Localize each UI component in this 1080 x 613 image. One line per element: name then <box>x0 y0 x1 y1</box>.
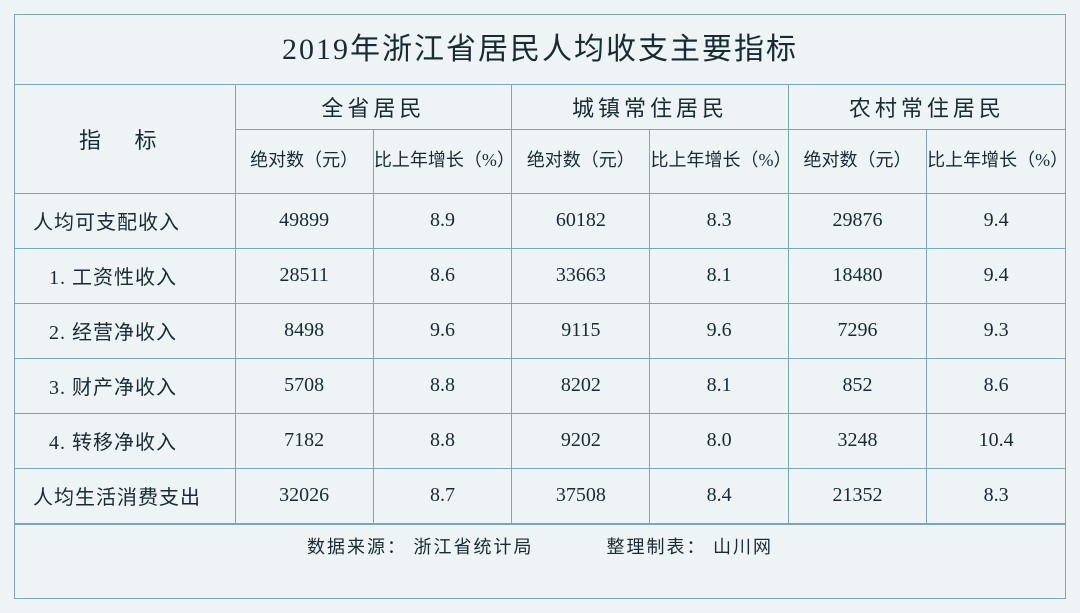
table-row: 人均生活消费支出320268.7375088.4213528.3 <box>15 468 1065 523</box>
cell-value: 7296 <box>788 303 926 358</box>
cell-value: 49899 <box>235 193 373 248</box>
cell-value: 8498 <box>235 303 373 358</box>
header-group-rural: 农村常住居民 <box>788 85 1065 129</box>
cell-value: 8.4 <box>650 468 788 523</box>
cell-value: 33663 <box>512 248 650 303</box>
cell-value: 3248 <box>788 413 926 468</box>
cell-value: 8.1 <box>650 248 788 303</box>
row-label: 1. 工资性收入 <box>15 248 235 303</box>
cell-value: 60182 <box>512 193 650 248</box>
cell-value: 29876 <box>788 193 926 248</box>
cell-value: 8.9 <box>373 193 511 248</box>
cell-value: 21352 <box>788 468 926 523</box>
cell-value: 9.4 <box>927 193 1065 248</box>
footer-source-value: 浙江省统计局 <box>414 537 534 557</box>
cell-value: 8.7 <box>373 468 511 523</box>
cell-value: 9202 <box>512 413 650 468</box>
cell-value: 10.4 <box>927 413 1065 468</box>
header-sub-growth: 比上年增长（%） <box>927 129 1065 193</box>
cell-value: 8.3 <box>927 468 1065 523</box>
cell-value: 8.8 <box>373 413 511 468</box>
table-row: 4. 转移净收入71828.892028.0324810.4 <box>15 413 1065 468</box>
footer-source-label: 数据来源： <box>307 537 407 557</box>
header-sub-abs: 绝对数（元） <box>512 129 650 193</box>
cell-value: 5708 <box>235 358 373 413</box>
cell-value: 852 <box>788 358 926 413</box>
cell-value: 28511 <box>235 248 373 303</box>
table-row: 3. 财产净收入57088.882028.18528.6 <box>15 358 1065 413</box>
footer-compiled-value: 山川网 <box>713 537 773 557</box>
data-table: 指 标 全省居民 城镇常住居民 农村常住居民 绝对数（元） 比上年增长（%） 绝… <box>15 85 1065 524</box>
header-sub-growth: 比上年增长（%） <box>373 129 511 193</box>
header-sub-abs: 绝对数（元） <box>235 129 373 193</box>
header-sub-growth: 比上年增长（%） <box>650 129 788 193</box>
table-row: 2. 经营净收入84989.691159.672969.3 <box>15 303 1065 358</box>
header-group-urban: 城镇常住居民 <box>512 85 789 129</box>
header-indicator: 指 标 <box>15 85 235 193</box>
table-row: 1. 工资性收入285118.6336638.1184809.4 <box>15 248 1065 303</box>
cell-value: 18480 <box>788 248 926 303</box>
cell-value: 9.3 <box>927 303 1065 358</box>
table-footer: 数据来源： 浙江省统计局 整理制表： 山川网 <box>15 524 1065 568</box>
row-label: 人均生活消费支出 <box>15 468 235 523</box>
cell-value: 9.4 <box>927 248 1065 303</box>
cell-value: 8.0 <box>650 413 788 468</box>
row-label: 3. 财产净收入 <box>15 358 235 413</box>
cell-value: 8.8 <box>373 358 511 413</box>
cell-value: 8202 <box>512 358 650 413</box>
cell-value: 7182 <box>235 413 373 468</box>
cell-value: 37508 <box>512 468 650 523</box>
header-group-province: 全省居民 <box>235 85 512 129</box>
cell-value: 9.6 <box>373 303 511 358</box>
cell-value: 8.6 <box>373 248 511 303</box>
table-row: 人均可支配收入498998.9601828.3298769.4 <box>15 193 1065 248</box>
cell-value: 8.6 <box>927 358 1065 413</box>
table-container: 2019年浙江省居民人均收支主要指标 指 标 全省居民 城镇常住居民 农村常住居… <box>14 14 1066 599</box>
cell-value: 9115 <box>512 303 650 358</box>
cell-value: 32026 <box>235 468 373 523</box>
header-sub-abs: 绝对数（元） <box>788 129 926 193</box>
row-label: 4. 转移净收入 <box>15 413 235 468</box>
row-label: 人均可支配收入 <box>15 193 235 248</box>
cell-value: 9.6 <box>650 303 788 358</box>
row-label: 2. 经营净收入 <box>15 303 235 358</box>
cell-value: 8.3 <box>650 193 788 248</box>
footer-compiled-label: 整理制表： <box>607 537 707 557</box>
table-title: 2019年浙江省居民人均收支主要指标 <box>15 15 1065 85</box>
cell-value: 8.1 <box>650 358 788 413</box>
